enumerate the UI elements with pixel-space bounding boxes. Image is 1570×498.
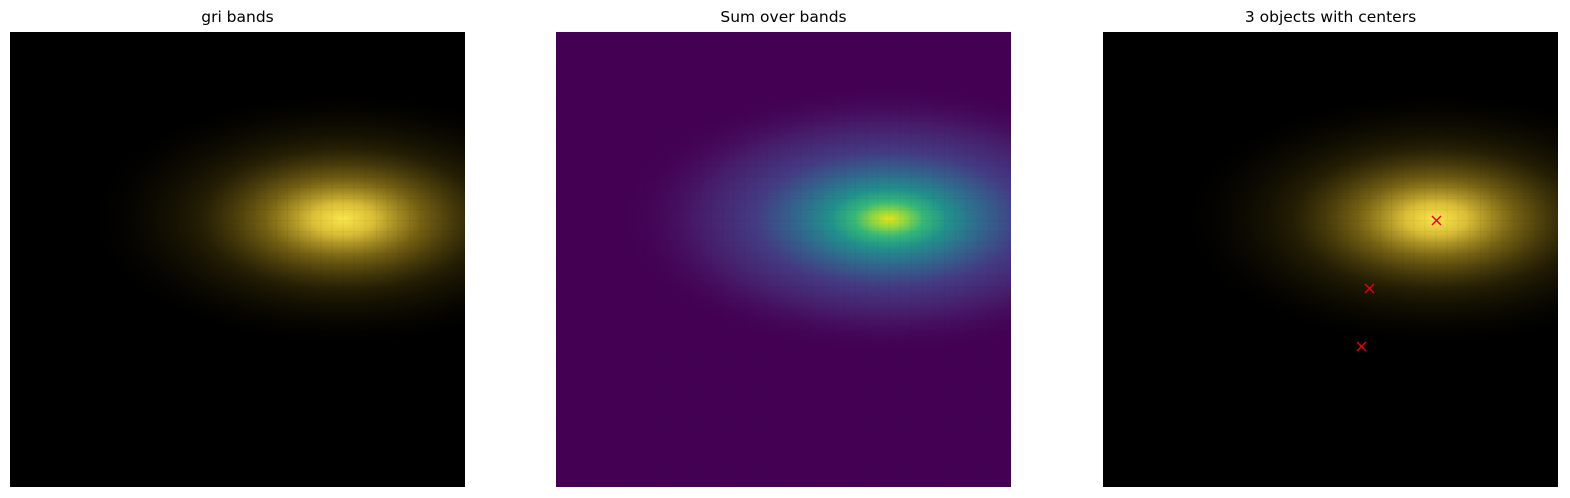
objects-with-centers-image — [1103, 32, 1558, 487]
panel-title-objects-with-centers: 3 objects with centers — [1244, 8, 1417, 26]
center-marker-1-x-icon — [1431, 215, 1442, 226]
center-marker-2-x-icon — [1364, 283, 1375, 294]
center-marker-3-x-icon — [1356, 341, 1367, 352]
sum-over-bands-image — [556, 32, 1011, 487]
panel-title-gri-bands: gri bands — [201, 8, 274, 26]
panel-title-sum-over-bands: Sum over bands — [720, 8, 847, 26]
gri-bands-image — [10, 32, 465, 487]
